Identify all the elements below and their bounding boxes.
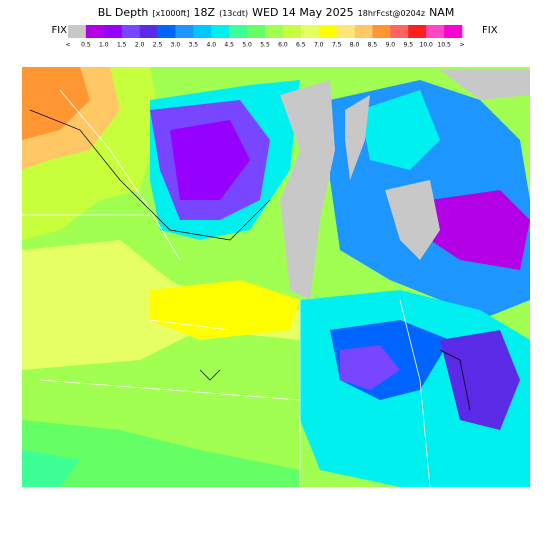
color-swatch [193,25,212,38]
color-swatch [336,25,355,38]
title: BL Depth [x1000ft] 18Z (13cdt) WED 14 May 20… [98,6,455,19]
scale-label: 6.5 [296,42,306,49]
color-swatch [211,25,230,38]
color-swatch [68,25,87,38]
color-swatch [103,25,123,38]
color-swatch [247,25,266,38]
title-part: [x1000ft] [152,9,189,18]
scale-label: 4.5 [224,42,234,49]
color-swatch [85,25,105,38]
color-swatch [354,25,373,38]
title-part: WED 14 May 2025 [252,6,354,19]
fix-left: FIX [51,25,67,36]
fix-right: FIX [482,25,498,36]
scale-label: 10.0 [420,42,434,49]
scale-label: 4.0 [206,42,216,49]
title-part: 18hrFcst@0204z [358,9,425,18]
scale-label: 6.0 [278,42,288,49]
color-swatch [444,25,463,38]
scale-label: 0.5 [81,42,91,49]
scale-label: 2.0 [135,42,145,49]
scale-label: 1.0 [99,42,109,49]
colorbar: <0.5 1.0 1.5 2.0 2.5 3.0 3.5 4.0 4.5 5.0 5.5 6.0 6.5… [65,25,465,49]
scale-label: 1.5 [117,42,127,49]
scale-label: > [459,42,464,49]
color-swatch [282,25,302,38]
scale-label: 5.0 [242,42,252,49]
scale-label: 9.0 [386,42,396,49]
scale-label: 7.0 [314,42,324,49]
color-swatch [229,25,248,38]
map [22,67,530,487]
color-swatch [390,25,409,38]
title-part: 18Z [194,6,216,19]
scale-label: 5.5 [260,42,270,49]
color-swatch [318,25,337,38]
scale-label: 8.0 [350,42,360,49]
color-swatch [157,25,176,38]
color-swatch [408,25,427,38]
color-swatch [426,25,445,38]
scale-label: 3.0 [171,42,181,49]
color-swatch [139,25,158,38]
scale-label: 9.5 [403,42,413,49]
color-swatch [121,25,140,38]
color-swatch [300,25,320,38]
title-text: BL Depth [x1000ft] 18Z (13cdt) WED 14 May 20… [98,6,455,19]
color-swatch [372,25,391,38]
color-swatch [175,25,194,38]
scale-label: < [65,42,70,49]
scale-label: 8.5 [368,42,378,49]
scale-label: 7.5 [332,42,342,49]
color-swatch [265,25,284,38]
scale-label: 2.5 [153,42,163,49]
title-part: (13cdt) [219,9,248,18]
scale-label: 10.5 [437,42,451,49]
scale-label: 3.5 [189,42,199,49]
title-part: BL Depth [98,6,149,19]
title-part: NAM [429,6,454,19]
